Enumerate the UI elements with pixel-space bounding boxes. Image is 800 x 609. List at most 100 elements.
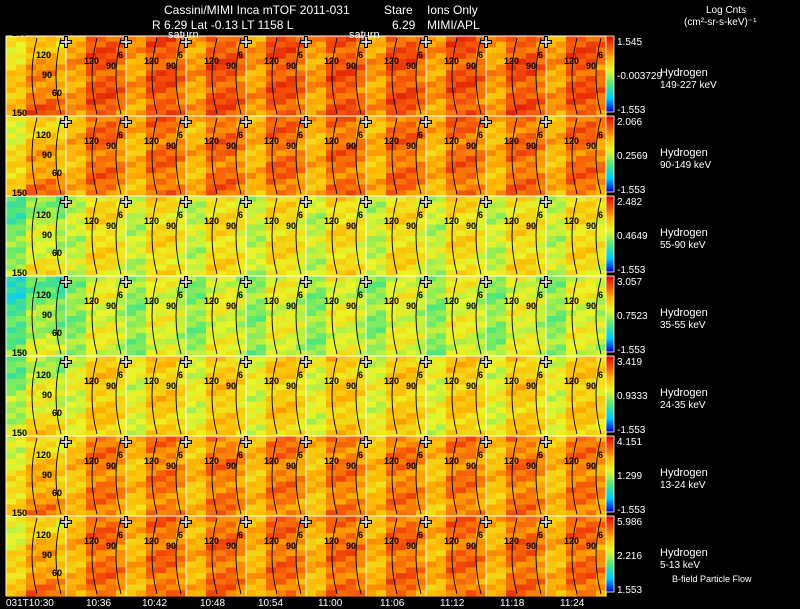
heatmap-cell (226, 493, 237, 500)
heatmap-cell (556, 356, 567, 363)
heatmap-cell (66, 41, 77, 49)
heatmap-cell (346, 430, 357, 437)
heatmap-cell (246, 58, 257, 66)
heatmap-cell (466, 361, 477, 369)
heatmap-cell (236, 81, 247, 89)
heatmap-cell (76, 293, 87, 300)
heatmap-cell (156, 98, 167, 106)
heatmap-cell (526, 413, 537, 420)
heatmap-cell (146, 173, 157, 180)
heatmap-cell (586, 207, 597, 214)
heatmap-cell (186, 58, 197, 66)
heatmap-cell (486, 378, 497, 386)
heatmap-cell (86, 138, 97, 146)
heatmap-cell (116, 401, 127, 409)
heatmap-cell (66, 133, 77, 140)
heatmap-cell (396, 236, 407, 243)
heatmap-cell (286, 367, 297, 374)
pitch-angle-contour (355, 277, 362, 355)
heatmap-cell (16, 356, 27, 363)
heatmap-cell (496, 201, 507, 209)
heatmap-cell (206, 321, 217, 329)
heatmap-cell (356, 224, 367, 231)
heatmap-cell (516, 396, 527, 403)
heatmap-cell (36, 481, 47, 489)
heatmap-cell (366, 184, 377, 191)
heatmap-cell (286, 384, 297, 391)
heatmap-cell (306, 76, 317, 83)
heatmap-cell (196, 441, 207, 449)
heatmap-cell (26, 110, 37, 117)
pitch-angle-contour (391, 277, 398, 355)
heatmap-cell (576, 378, 587, 386)
heatmap-cell (406, 133, 417, 140)
heatmap-cell (326, 213, 337, 220)
heatmap-cell (266, 167, 277, 174)
heatmap-cell (366, 76, 377, 83)
heatmap-cell (366, 161, 377, 169)
heatmap-cell (316, 338, 327, 346)
heatmap-cell (306, 293, 317, 300)
heatmap-cell (436, 253, 447, 260)
heatmap-cell (546, 367, 557, 374)
heatmap-cell (516, 87, 527, 94)
heatmap-cell (326, 93, 337, 100)
heatmap-cell (216, 367, 227, 374)
heatmap-cell (576, 413, 587, 420)
heatmap-cell (96, 116, 107, 123)
heatmap-cell (126, 247, 137, 254)
heatmap-cell (376, 178, 387, 186)
heatmap-cell (6, 70, 17, 77)
heatmap-cell (16, 270, 27, 277)
heatmap-cell (136, 121, 147, 129)
heatmap-cell (466, 424, 477, 431)
heatmap-cell (206, 396, 217, 403)
heatmap-cell (56, 384, 67, 391)
heatmap-cell (266, 441, 277, 449)
heatmap-cell (126, 378, 137, 386)
heatmap-cell (86, 327, 97, 334)
pitch-angle-contour (31, 117, 38, 195)
heatmap-cell (506, 190, 517, 197)
heatmap-cell (306, 264, 317, 271)
heatmap-cell (86, 81, 97, 89)
heatmap-cell (426, 178, 437, 186)
heatmap-cell (196, 156, 207, 163)
heatmap-cell (226, 247, 237, 254)
heatmap-cell (396, 270, 407, 277)
heatmap-cell (96, 344, 107, 351)
saturn-direction-marker (421, 277, 431, 287)
heatmap-cell (596, 310, 607, 317)
heatmap-cell (136, 310, 147, 317)
heatmap-cell (276, 213, 287, 220)
heatmap-cell (146, 401, 157, 409)
heatmap-cell (536, 253, 547, 260)
heatmap-cell (166, 104, 177, 111)
heatmap-cell (46, 258, 57, 266)
heatmap-cell (236, 173, 247, 180)
heatmap-cell (286, 333, 297, 340)
heatmap-cell (196, 36, 207, 43)
heatmap-cell (146, 133, 157, 140)
heatmap-cell (506, 110, 517, 117)
heatmap-cell (116, 458, 127, 466)
heatmap-cell (186, 356, 197, 363)
heatmap-cell (406, 407, 417, 414)
heatmap-cell (476, 401, 487, 409)
heatmap-cell (496, 150, 507, 157)
heatmap-cell (226, 321, 237, 329)
heatmap-cell (206, 476, 217, 483)
heatmap-cell (116, 418, 127, 426)
heatmap-cell (166, 53, 177, 60)
heatmap-cell (36, 407, 47, 414)
heatmap-cell (146, 510, 157, 517)
heatmap-cell (206, 150, 217, 157)
heatmap-cell (306, 373, 317, 380)
heatmap-cell (416, 41, 427, 49)
heatmap-cell (486, 390, 497, 397)
heatmap-cell (166, 184, 177, 191)
heatmap-cell (276, 110, 287, 117)
heatmap-cell (136, 70, 147, 77)
contour-label: 6 (178, 290, 183, 300)
heatmap-cell (566, 58, 577, 66)
